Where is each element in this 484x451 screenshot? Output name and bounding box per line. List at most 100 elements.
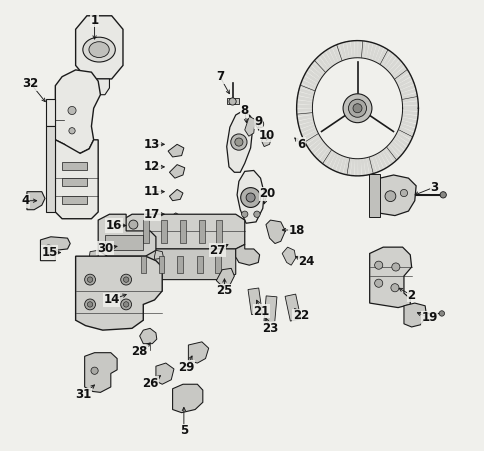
- Polygon shape: [302, 131, 317, 140]
- Polygon shape: [401, 97, 417, 102]
- Text: 27: 27: [209, 244, 226, 257]
- Polygon shape: [366, 157, 372, 175]
- Polygon shape: [350, 158, 354, 176]
- Polygon shape: [98, 214, 155, 256]
- Polygon shape: [311, 141, 324, 154]
- Text: 17: 17: [144, 208, 160, 221]
- Polygon shape: [296, 109, 312, 111]
- Polygon shape: [265, 220, 285, 244]
- Polygon shape: [343, 42, 348, 59]
- Text: 18: 18: [288, 224, 304, 236]
- Polygon shape: [168, 144, 183, 157]
- Polygon shape: [319, 54, 330, 69]
- Polygon shape: [386, 145, 398, 159]
- Polygon shape: [85, 353, 117, 392]
- Polygon shape: [401, 115, 417, 119]
- Polygon shape: [226, 98, 239, 104]
- Polygon shape: [285, 294, 300, 321]
- Polygon shape: [298, 122, 314, 128]
- Polygon shape: [55, 70, 100, 153]
- Text: 21: 21: [253, 305, 269, 318]
- Polygon shape: [389, 60, 401, 74]
- Polygon shape: [347, 41, 351, 59]
- Text: 28: 28: [131, 345, 148, 358]
- Polygon shape: [235, 244, 259, 265]
- Text: 31: 31: [76, 388, 91, 401]
- Polygon shape: [139, 328, 156, 344]
- Polygon shape: [282, 247, 295, 265]
- Polygon shape: [298, 88, 314, 95]
- Polygon shape: [372, 155, 379, 172]
- Polygon shape: [304, 73, 318, 83]
- Polygon shape: [322, 150, 332, 165]
- Polygon shape: [391, 141, 404, 153]
- Circle shape: [91, 367, 98, 374]
- Polygon shape: [308, 139, 322, 151]
- Polygon shape: [55, 140, 98, 219]
- Polygon shape: [372, 175, 415, 216]
- Polygon shape: [335, 44, 343, 61]
- Polygon shape: [325, 152, 334, 167]
- Text: 6: 6: [296, 138, 304, 151]
- Polygon shape: [358, 159, 360, 176]
- FancyBboxPatch shape: [62, 196, 87, 204]
- Circle shape: [45, 245, 53, 253]
- Polygon shape: [375, 154, 382, 170]
- Polygon shape: [297, 119, 313, 124]
- Polygon shape: [297, 97, 313, 101]
- Circle shape: [390, 284, 398, 292]
- Text: 4: 4: [21, 194, 29, 207]
- Polygon shape: [399, 85, 414, 92]
- Polygon shape: [398, 127, 413, 135]
- Polygon shape: [372, 45, 379, 61]
- Polygon shape: [89, 250, 98, 259]
- Polygon shape: [46, 126, 55, 212]
- Circle shape: [240, 188, 260, 207]
- Text: 1: 1: [91, 14, 98, 27]
- Polygon shape: [354, 159, 356, 176]
- Polygon shape: [389, 143, 401, 156]
- Polygon shape: [400, 89, 416, 96]
- Polygon shape: [399, 124, 414, 131]
- Circle shape: [85, 299, 95, 310]
- Polygon shape: [332, 154, 340, 171]
- Circle shape: [68, 106, 76, 115]
- Polygon shape: [402, 111, 417, 115]
- FancyBboxPatch shape: [199, 220, 205, 243]
- Polygon shape: [377, 48, 386, 64]
- Circle shape: [87, 277, 92, 282]
- Polygon shape: [369, 247, 411, 308]
- FancyBboxPatch shape: [62, 162, 87, 170]
- Polygon shape: [169, 213, 180, 222]
- Polygon shape: [319, 148, 330, 162]
- Polygon shape: [402, 106, 418, 108]
- Polygon shape: [124, 214, 244, 249]
- Polygon shape: [313, 60, 326, 73]
- Circle shape: [129, 220, 137, 229]
- Text: 13: 13: [144, 138, 160, 151]
- Polygon shape: [379, 50, 389, 65]
- Polygon shape: [329, 153, 337, 169]
- Polygon shape: [169, 189, 182, 201]
- Circle shape: [438, 311, 444, 316]
- Polygon shape: [332, 46, 340, 62]
- Circle shape: [374, 261, 382, 269]
- Polygon shape: [325, 49, 334, 65]
- Polygon shape: [382, 52, 392, 67]
- Text: 5: 5: [180, 424, 188, 437]
- Polygon shape: [237, 170, 264, 223]
- Text: 15: 15: [41, 246, 58, 259]
- Polygon shape: [397, 78, 412, 87]
- FancyBboxPatch shape: [142, 220, 149, 243]
- Circle shape: [374, 279, 382, 287]
- Text: 32: 32: [22, 77, 39, 90]
- Polygon shape: [311, 63, 324, 75]
- Polygon shape: [358, 41, 360, 58]
- Polygon shape: [394, 135, 408, 147]
- Polygon shape: [377, 152, 386, 169]
- Polygon shape: [188, 342, 208, 363]
- Polygon shape: [302, 76, 317, 86]
- Ellipse shape: [89, 41, 109, 57]
- Text: 22: 22: [292, 309, 309, 322]
- Polygon shape: [308, 66, 322, 78]
